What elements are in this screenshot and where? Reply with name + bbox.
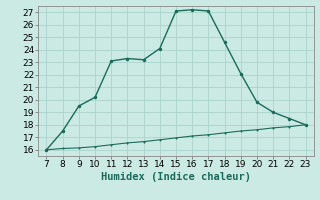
X-axis label: Humidex (Indice chaleur): Humidex (Indice chaleur) [101, 172, 251, 182]
